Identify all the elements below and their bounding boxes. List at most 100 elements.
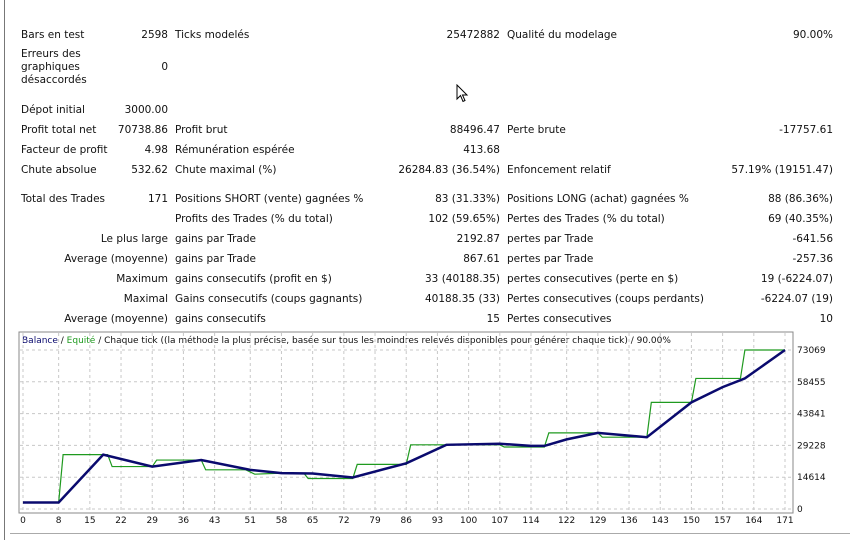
x-tick-label: 65 [307,516,318,526]
x-tick-label: 114 [522,516,539,526]
x-tick-label: 58 [276,516,288,526]
row-label: Ticks modelés [175,29,250,41]
x-tick-label: 15 [84,516,95,526]
row-value: 57.19% (19151.47) [731,164,833,176]
y-tick-label: 43841 [797,410,826,420]
row-label: Erreurs des graphiques désaccordés [21,48,87,86]
legend-separator: / [57,336,67,346]
x-tick-label: 8 [56,516,62,526]
row-value: 171 [147,193,168,205]
row-value: -6224.07 (19) [760,293,833,305]
x-tick-label: 0 [20,516,26,526]
x-tick-label: 150 [683,516,700,526]
row-label: Pertes consecutives (coups perdants) [507,293,704,305]
x-tick-label: 107 [491,516,508,526]
x-tick-label: 51 [245,516,256,526]
row-label: gains par Trade [175,253,256,265]
row-label: Bars en test [21,29,85,41]
row-label: Chute maximal (%) [175,164,277,176]
row-value: 3000.00 [124,104,168,116]
x-tick-label: 100 [460,516,477,526]
chart-title: Balance / Equité / Chaque tick ((la méth… [22,335,671,348]
row-value: 867.61 [463,253,500,265]
chart-subtitle: / Chaque tick ((la méthode la plus préci… [95,336,671,346]
row-value: 88 (86.36%) [768,193,833,205]
equity-line [23,349,785,504]
row-value: 10 [819,313,833,325]
row-label: gains consecutifs (profit en $) [175,273,332,285]
x-tick-label: 164 [745,516,762,526]
row-label: Rémunération espérée [175,144,295,156]
row-label: Total des Trades [21,193,106,205]
row-label: pertes par Trade [507,233,594,245]
balance-equity-chart: 0 8 15 22 29 36 43 51 58 65 72 79 86 93 100 107 114 122 12… [18,331,826,526]
x-tick-label: 171 [776,516,793,526]
legend-balance: Balance [22,336,58,346]
row-label: gains consecutifs [175,313,266,325]
row-label: Facteur de profit [21,144,108,156]
row-value: 26284.83 (36.54%) [398,164,500,176]
row-value: 2598 [141,29,168,41]
row-label: Positions SHORT (vente) gagnées % [175,193,364,205]
x-tick-label: 122 [558,516,575,526]
row-value: 70738.86 [117,124,168,136]
row-value: 19 (-6224.07) [760,273,833,285]
window-left-border [4,0,5,540]
x-tick-label: 72 [338,516,349,526]
row-label: Profits des Trades (% du total) [175,213,333,225]
row-label: Perte brute [507,124,566,136]
row-value: Average (moyenne) [64,313,168,325]
y-tick-label: 58455 [797,378,826,388]
x-tick-label: 86 [401,516,413,526]
row-label: Qualité du modelage [507,29,618,41]
row-value: 40188.35 (33) [425,293,500,305]
row-value: Maximum [116,273,168,285]
row-label: Enfoncement relatif [507,164,611,176]
row-value: Average (moyenne) [64,253,168,265]
x-tick-label: 22 [115,516,126,526]
row-label: pertes par Trade [507,253,594,265]
row-label: Profit brut [175,124,228,136]
row-value: 69 (40.35%) [768,213,833,225]
row-value: 83 (31.33%) [435,193,500,205]
row-label: Profit total net [21,124,97,136]
x-tick-label: 79 [369,516,381,526]
row-value: 532.62 [131,164,168,176]
x-tick-label: 136 [620,516,637,526]
mouse-cursor-icon [456,84,469,103]
row-value: -257.36 [792,253,833,265]
row-label: Pertes des Trades (% du total) [507,213,665,225]
x-tick-label: 129 [589,516,606,526]
y-tick-label: 73069 [797,346,826,356]
bottom-divider [10,533,850,534]
row-value: 15 [486,313,500,325]
x-tick-label: 93 [432,516,443,526]
row-label: Gains consecutifs (coups gagnants) [175,293,363,305]
x-tick-label: 36 [178,516,190,526]
row-value: Maximal [123,293,168,305]
x-tick-label: 29 [147,516,159,526]
row-value: -641.56 [792,233,833,245]
row-value: 88496.47 [449,124,500,136]
balance-line [23,348,786,504]
row-value: 2192.87 [456,233,500,245]
y-tick-label: 14614 [797,473,826,483]
row-value: 0 [161,61,168,73]
plot-frame [18,331,794,514]
row-label: Chute absolue [21,164,97,176]
row-label: Positions LONG (achat) gagnées % [507,193,689,205]
row-label: gains par Trade [175,233,256,245]
x-tick-label: 157 [714,516,731,526]
y-tick-label: 29228 [797,441,826,451]
row-value: 102 (59.65%) [428,213,500,225]
row-value: 413.68 [463,144,500,156]
row-label: pertes consecutives (perte en $) [507,273,679,285]
y-tick-label: 0 [797,505,803,515]
row-label: Pertes consecutives [507,313,612,325]
row-value: 4.98 [144,144,168,156]
x-tick-label: 43 [209,516,220,526]
row-value: 33 (40188.35) [425,273,500,285]
row-value: 90.00% [792,29,833,41]
x-tick-label: 143 [652,516,669,526]
row-value: Le plus large [100,233,168,245]
